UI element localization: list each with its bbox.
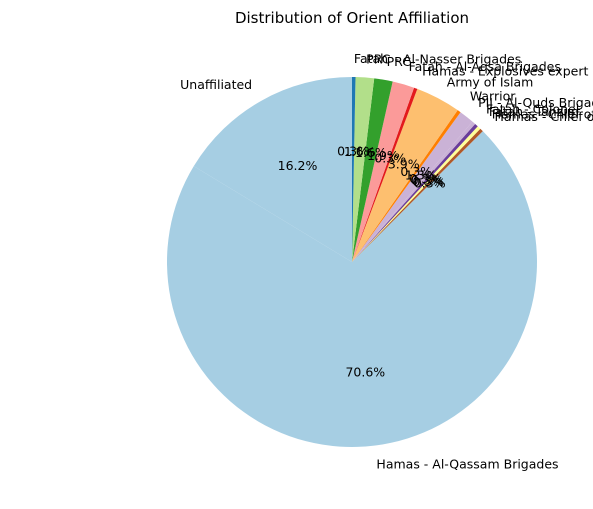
pie-slice-label: Hamas - Explosives expert (422, 63, 588, 78)
pie-slice-fatah-colonel (352, 121, 476, 262)
pie-slices (167, 77, 538, 447)
pie-percent-labels: 16.2%70.6%0.3%0.3%0.3%0.3%1.3%0.3%3.9%0.… (278, 144, 446, 380)
pie-slice-label: Fatah (354, 51, 388, 66)
pie-percent-label: 0.3% (409, 171, 441, 186)
pie-slice-fatah (352, 77, 356, 262)
pie-slice-label: Unaffiliated (180, 77, 252, 92)
pie-percent-label: 70.6% (345, 365, 385, 380)
pie-slice-army-of-islam (352, 88, 458, 262)
pie-slice-labels: Unaffiliated Hamas - Al-Qassam Brigades Ha… (180, 51, 593, 472)
pie-slice-prc (352, 78, 393, 262)
pie-percent-label: 0.3% (412, 174, 444, 189)
pie-slice-label: PRC - Al-Nasser Brigades (366, 51, 521, 66)
pie-percent-label: 1.6% (355, 145, 387, 160)
pie-slice-fatah-tanzim (352, 123, 478, 263)
pie-percent-label: 1.3% (405, 167, 437, 182)
pie-slice-hamas-explosives-expert (352, 87, 418, 262)
pie-percent-label: 0.3% (337, 144, 369, 159)
pie-slice-label: Hamas - Chief of Staff (492, 107, 593, 122)
pie-slice-label: Hamas - Al-Qassam Brigades (376, 457, 558, 472)
chart-title: Distribution of Orient Affiliation (235, 9, 469, 27)
pie-percent-label: 0.3% (414, 175, 446, 190)
pie-slice-label: Fatah - Tanzim (489, 104, 579, 119)
pie-slice-unaffiliated (193, 77, 352, 262)
pie-slice-label: Army of Islam (447, 74, 534, 89)
pie-slice-hamas-chief-of-police (352, 128, 483, 262)
pie-percent-label: 0.3% (400, 164, 432, 179)
pie-slice-prc-al-nasser-brigades (352, 77, 375, 263)
pie-slice-pij-al-quds-brigades (352, 112, 473, 262)
pie-percent-label: 0.3% (411, 172, 443, 187)
pie-slice-warrior (352, 110, 461, 263)
pie-slice-label: Hamas - Chief of Police (495, 109, 593, 124)
pie-slice-label: PIJ - Al-Quds Brigades (478, 95, 593, 110)
pie-slice-hamas-al-qassam-brigades (167, 131, 538, 447)
pie-slice-label: Fatah - Colonel (486, 101, 579, 116)
pie-slice-hamas-chief-of-staff (352, 126, 481, 262)
pie-slice-label: Warrior (470, 89, 516, 104)
pie-slice-label: Fatah - Al-Aqsa Brigades (409, 59, 561, 74)
pie-percent-label: 1.9% (367, 148, 399, 163)
pie-slice-fatah-al-aqsa-brigades (352, 81, 415, 262)
pie-percent-label: 1.6% (344, 144, 376, 159)
pie-percent-label: 3.9% (388, 156, 420, 171)
pie-percent-label: 16.2% (278, 158, 318, 173)
pie-slice-label: PRC (387, 54, 412, 69)
pie-percent-label: 0.3% (374, 150, 406, 165)
